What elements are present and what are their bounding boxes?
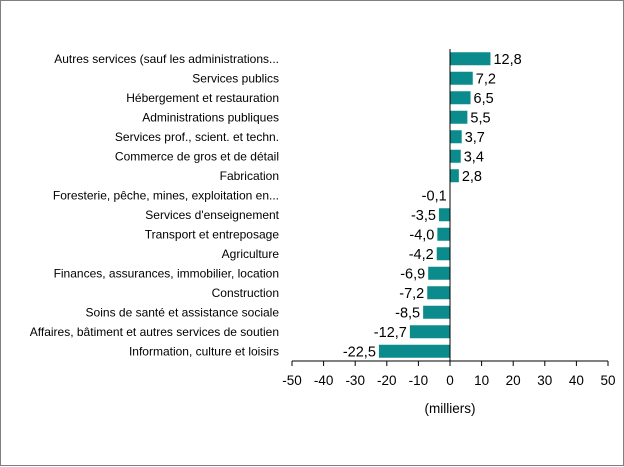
value-label: -12,7 (374, 325, 407, 341)
x-tick-label: -10 (409, 373, 429, 388)
category-labels: Autres services (sauf les administration… (30, 52, 280, 359)
category-label: Affaires, bâtiment et autres services de… (30, 325, 279, 339)
value-label: 3,7 (465, 130, 485, 146)
x-tick-label: -20 (377, 373, 397, 388)
x-tick-label: -40 (314, 373, 334, 388)
category-label: Administrations publiques (142, 110, 279, 124)
bar (450, 149, 461, 163)
value-label: -8,5 (395, 305, 420, 321)
bar (450, 110, 468, 124)
value-label: -0,1 (422, 188, 447, 204)
category-label: Services publics (192, 71, 279, 85)
value-labels: 12,8 7,2 6,5 5,5 3,7 3,4 2,8 -0,1 -3,5 -4,0 -4,2 -6… (343, 52, 522, 361)
category-label: Commerce de gros et de détail (115, 149, 279, 163)
x-tick-label: -50 (282, 373, 302, 388)
category-label: Finances, assurances, immobilier, locati… (54, 266, 279, 280)
category-label: Soins de santé et assistance sociale (86, 305, 280, 319)
value-label: -7,2 (399, 286, 424, 302)
x-axis-title: (milliers) (425, 401, 476, 416)
category-label: Hébergement et restauration (126, 91, 279, 105)
bar (437, 227, 450, 241)
bars-group (378, 52, 491, 358)
value-label: 5,5 (470, 110, 490, 126)
category-label: Information, culture et loisirs (129, 344, 279, 358)
bar (423, 305, 450, 319)
category-label: Foresterie, pêche, mines, exploitation e… (53, 188, 279, 202)
axes-group: -50 -40 -30 -20 -10 0 10 20 30 40 50 (282, 49, 616, 388)
value-label: 2,8 (462, 169, 482, 185)
category-label: Services d'enseignement (145, 208, 279, 222)
bar (438, 208, 450, 222)
value-label: -22,5 (343, 344, 376, 360)
bar (450, 169, 459, 183)
bar (450, 52, 491, 66)
bar (450, 130, 462, 144)
category-label: Services prof., scient. et techn. (115, 130, 279, 144)
category-label: Fabrication (220, 169, 279, 183)
bar (378, 344, 450, 358)
value-label: -4,2 (409, 247, 434, 263)
bar (428, 266, 450, 280)
bar (450, 71, 473, 85)
category-label: Transport et entreposage (145, 227, 280, 241)
value-label: 7,2 (476, 71, 496, 87)
x-tick-label: 30 (537, 373, 552, 388)
bar (427, 286, 450, 300)
bar (436, 247, 450, 261)
x-tick-label: 20 (506, 373, 521, 388)
bar (450, 91, 471, 105)
category-label: Autres services (sauf les administration… (54, 52, 279, 66)
x-tick-label: 40 (569, 373, 584, 388)
category-label: Agriculture (222, 247, 280, 261)
bar (409, 325, 450, 339)
value-label: 6,5 (474, 91, 494, 107)
x-tick-label: -30 (345, 373, 365, 388)
x-tick-label: 10 (474, 373, 489, 388)
x-tick-label: 50 (600, 373, 615, 388)
value-label: -4,0 (409, 227, 434, 243)
value-label: -6,9 (400, 266, 425, 282)
value-label: 12,8 (493, 52, 521, 68)
x-tick-label: 0 (446, 373, 454, 388)
category-label: Construction (212, 286, 279, 300)
value-label: 3,4 (464, 149, 484, 165)
value-label: -3,5 (411, 208, 436, 224)
